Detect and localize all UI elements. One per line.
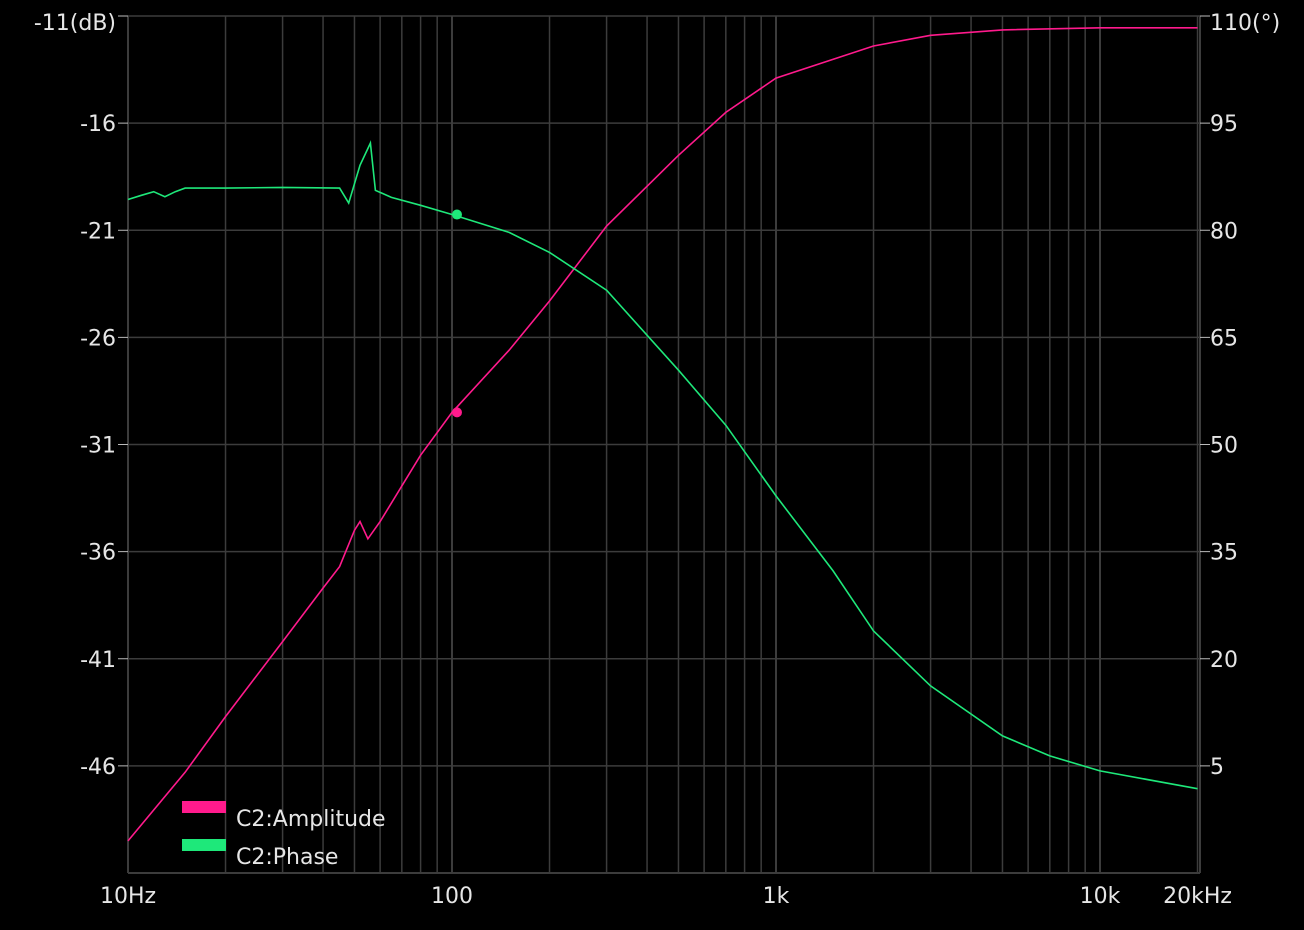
legend-label: C2:Amplitude	[236, 807, 386, 832]
left-tick-label: -41	[80, 648, 116, 673]
right-tick-label: 5	[1210, 755, 1224, 780]
left-tick-label: -21	[80, 219, 116, 244]
grid	[127, 15, 1201, 874]
left-tick-label: -31	[80, 434, 116, 459]
left-tick-label: -36	[80, 541, 116, 566]
series-marker-amplitude[interactable]	[451, 407, 462, 418]
x-tick-label: 10Hz	[100, 884, 156, 909]
legend-swatch	[182, 801, 226, 813]
x-tick-label: 1k	[763, 884, 790, 909]
left-tick-label: -11(dB)	[34, 11, 116, 36]
right-tick-label: 80	[1210, 219, 1238, 244]
x-axis-ticks: 10Hz 100 1k 10k 20kHz	[100, 884, 1232, 909]
right-tick-label: 95	[1210, 112, 1238, 137]
series-marker-phase[interactable]	[451, 209, 462, 220]
series-group	[127, 26, 1198, 842]
legend-label: C2:Phase	[236, 845, 338, 870]
series-line-amplitude	[127, 26, 1198, 842]
legend-swatch	[182, 839, 226, 851]
series-line-phase	[127, 140, 1198, 790]
left-tick-label: -46	[80, 755, 116, 780]
left-tick-label: -26	[80, 326, 116, 351]
right-axis-ticks: 110(°) 95 80 65 50 35 20 5	[1200, 11, 1280, 780]
x-tick-label: 100	[431, 884, 473, 909]
x-tick-label: 10k	[1080, 884, 1121, 909]
right-tick-label: 110(°)	[1210, 11, 1280, 36]
right-tick-label: 35	[1210, 541, 1238, 566]
right-tick-label: 50	[1210, 434, 1238, 459]
legend: C2:Amplitude C2:Phase	[182, 801, 386, 870]
left-tick-label: -16	[80, 112, 116, 137]
x-tick-label: 20kHz	[1163, 884, 1232, 909]
left-axis-ticks: -11(dB) -16 -21 -26 -31 -36 -41 -46	[34, 11, 128, 780]
right-tick-label: 65	[1210, 326, 1238, 351]
right-tick-label: 20	[1210, 648, 1238, 673]
